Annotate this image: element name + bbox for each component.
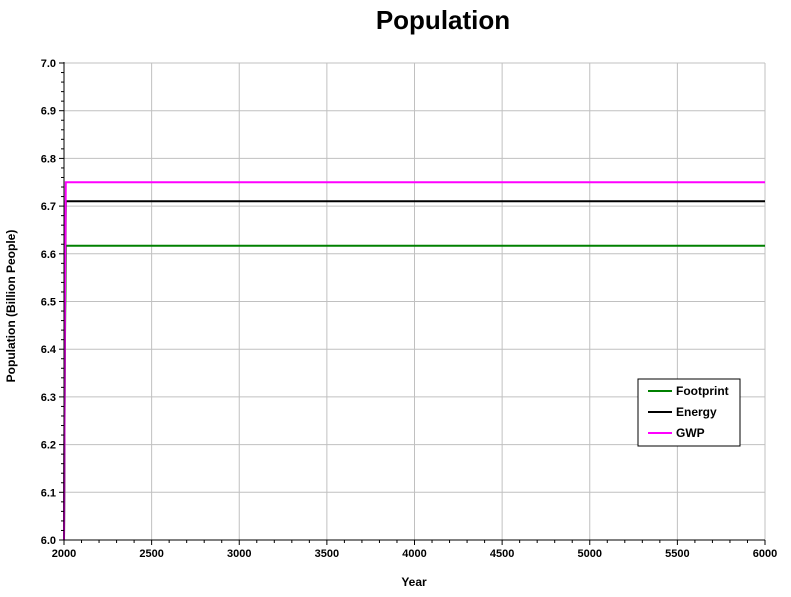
y-tick-label: 6.9 xyxy=(41,106,56,118)
y-tick-label: 6.1 xyxy=(41,487,56,499)
y-tick-label: 7.0 xyxy=(41,58,56,70)
y-tick-label: 6.5 xyxy=(41,297,56,309)
x-tick-label: 5000 xyxy=(578,548,602,560)
x-tick-label: 4500 xyxy=(490,548,514,560)
y-axis-title: Population (Billion People) xyxy=(4,230,18,383)
y-tick-label: 6.4 xyxy=(41,344,57,356)
grid-lines xyxy=(63,62,766,541)
x-tick-label: 2000 xyxy=(52,548,76,560)
x-tick-label: 3500 xyxy=(315,548,339,560)
x-tick-label: 5500 xyxy=(665,548,689,560)
y-tick-label: 6.3 xyxy=(41,392,56,404)
y-tick-label: 6.2 xyxy=(41,440,56,452)
x-axis-title: Year xyxy=(401,575,427,589)
y-tick-label: 6.0 xyxy=(41,535,56,547)
x-tick-labels: 2000 2500 3000 3500 4000 4500 5000 5500 6000 xyxy=(52,548,777,560)
legend-label-footprint: Footprint xyxy=(676,384,729,398)
x-tick-label: 3000 xyxy=(227,548,251,560)
x-tick-label: 2500 xyxy=(139,548,163,560)
y-tick-label: 6.7 xyxy=(41,201,56,213)
tick-marks xyxy=(59,62,766,545)
legend: Footprint Energy GWP xyxy=(637,378,741,447)
legend-label-gwp: GWP xyxy=(676,426,705,440)
chart-title: Population xyxy=(376,5,510,35)
y-tick-label: 6.6 xyxy=(41,249,56,261)
y-tick-labels: 6.0 6.1 6.2 6.3 6.4 6.5 6.6 6.7 6.8 6.9 7.0 xyxy=(41,58,57,547)
y-tick-label: 6.8 xyxy=(41,153,56,165)
x-tick-label: 4000 xyxy=(402,548,426,560)
x-tick-label: 6000 xyxy=(753,548,777,560)
legend-label-energy: Energy xyxy=(676,405,717,419)
